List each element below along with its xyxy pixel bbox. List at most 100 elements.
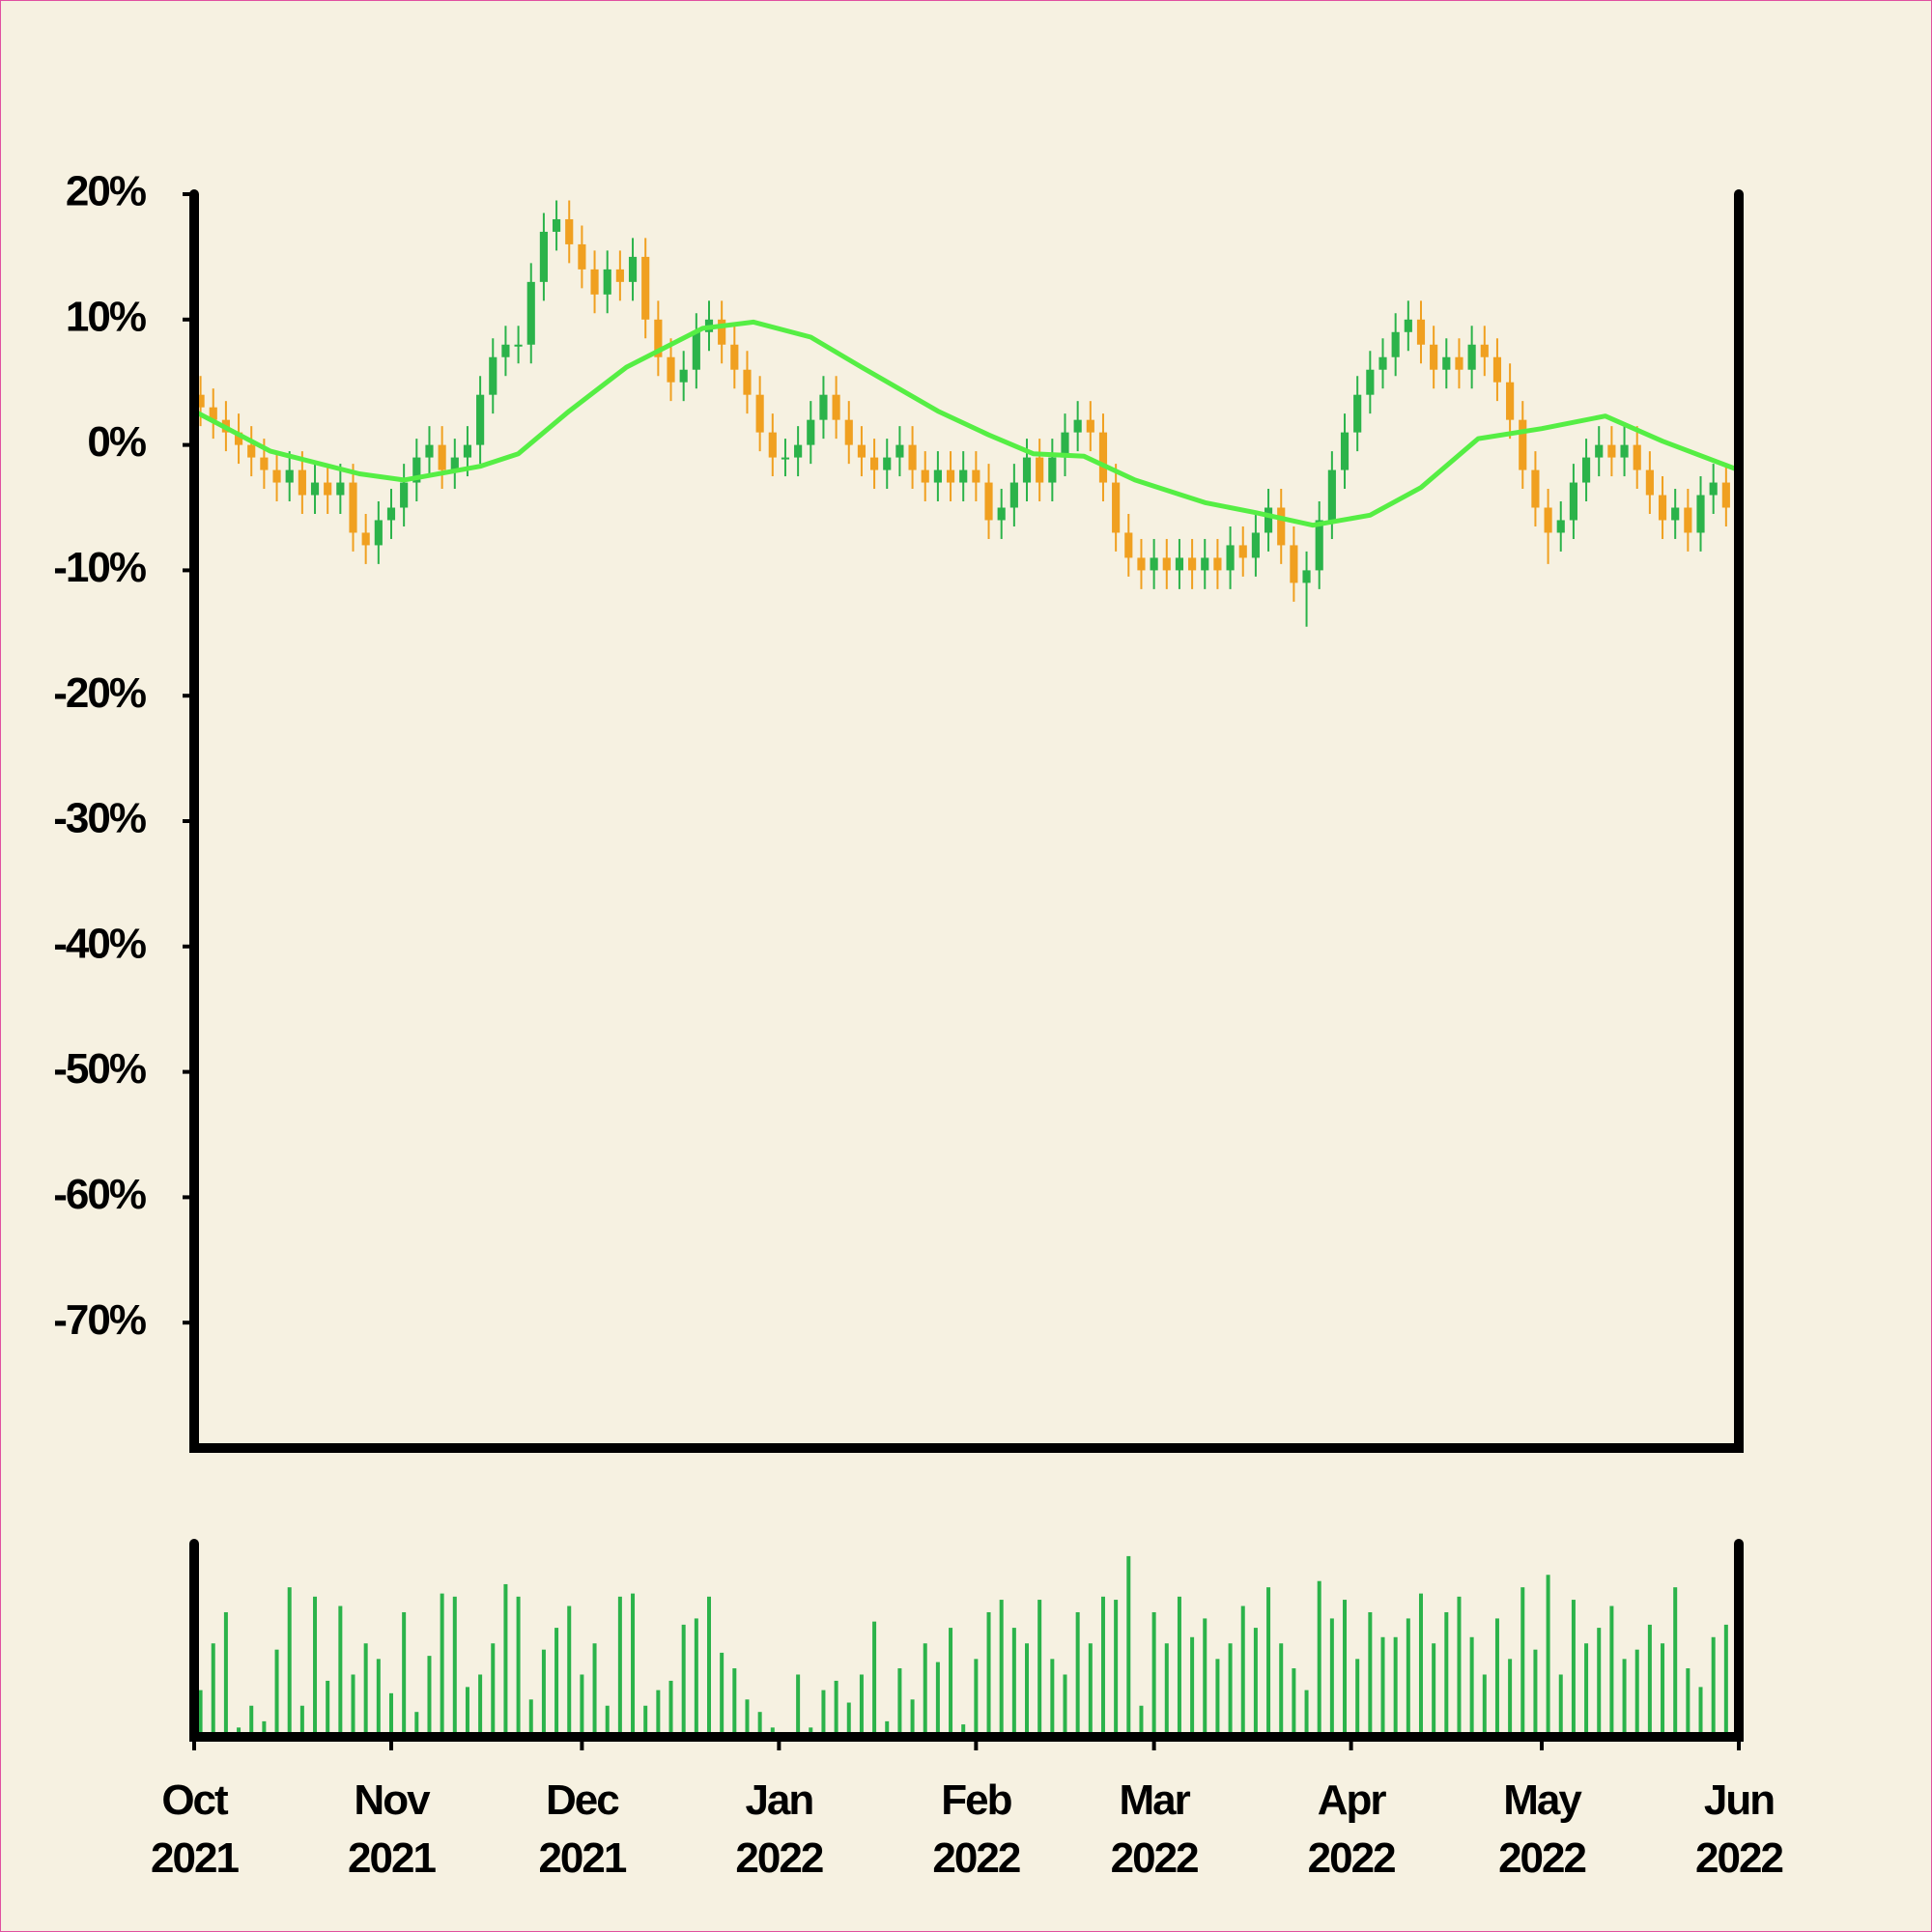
candle-body <box>1492 356 1502 383</box>
x-tick-label-line: Jan <box>745 1776 812 1824</box>
volume-bar <box>1304 1690 1309 1737</box>
volume-bar <box>1457 1596 1462 1737</box>
candle-body <box>1124 532 1133 558</box>
price-panel <box>192 200 1740 627</box>
candle-body <box>489 356 497 395</box>
volume-bar <box>720 1652 724 1737</box>
candle-body <box>361 532 370 546</box>
candle-body <box>667 356 675 383</box>
volume-bar <box>1584 1643 1589 1737</box>
volume-bar <box>1279 1643 1284 1737</box>
volume-bar <box>313 1596 318 1737</box>
x-tick-label-line: Dec <box>546 1776 619 1824</box>
volume-bar <box>1661 1643 1665 1737</box>
volume-bar <box>1317 1580 1321 1737</box>
volume-bar <box>885 1720 890 1737</box>
volume-bar <box>1698 1687 1703 1737</box>
volume-bar <box>834 1680 838 1737</box>
candle-body <box>844 419 853 445</box>
candle-body <box>1684 507 1692 533</box>
candle-body <box>247 444 256 458</box>
candle-body <box>1620 444 1629 458</box>
moving-average-line <box>192 319 1740 528</box>
candle-body <box>1544 507 1552 533</box>
volume-bar <box>1063 1674 1067 1737</box>
volume-bar <box>1025 1643 1030 1737</box>
candle-body <box>1112 482 1121 533</box>
candle-body <box>1302 570 1311 583</box>
candle-body <box>1188 557 1197 571</box>
volume-bar <box>516 1596 521 1737</box>
candle-body <box>819 394 828 420</box>
volume-bar <box>1406 1618 1410 1737</box>
candle-body <box>1671 507 1680 521</box>
candle-body <box>412 457 421 483</box>
volume-frame <box>189 1539 1744 1742</box>
volume-bar <box>592 1643 597 1737</box>
candle-body <box>946 469 955 483</box>
candle-body <box>1709 482 1718 496</box>
candle-body <box>692 331 700 370</box>
candle-body <box>552 218 561 232</box>
volume-bar <box>935 1662 940 1737</box>
volume-bar <box>1266 1587 1271 1737</box>
candle-body <box>1175 557 1184 571</box>
volume-bar <box>554 1628 559 1737</box>
volume-bar <box>478 1674 483 1737</box>
volume-bar <box>1571 1600 1576 1737</box>
candle-body <box>425 444 434 458</box>
x-tick-label: Oct 2021 <box>151 1776 239 1882</box>
candle-body <box>349 482 357 533</box>
candle-body <box>1442 356 1451 370</box>
volume-bar <box>503 1583 508 1737</box>
volume-bar <box>1609 1605 1614 1737</box>
candle-body <box>1633 444 1641 470</box>
candle-body <box>514 344 523 347</box>
volume-bar <box>402 1611 407 1737</box>
volume-bar <box>1050 1659 1055 1737</box>
volume-bar <box>1240 1605 1245 1737</box>
candle-body <box>285 469 294 483</box>
y-tick-label: -10% <box>53 544 146 591</box>
x-tick-label-line: Apr <box>1318 1776 1387 1824</box>
tick-labels: 20% 10% 0% -10% -20% -30% -40% -50% -60% -70% Oct 2… <box>53 168 1784 1882</box>
candle-body <box>1696 495 1705 533</box>
volume-bar <box>1418 1593 1423 1737</box>
volume-bar <box>1203 1618 1208 1737</box>
volume-bar <box>1215 1659 1220 1737</box>
volume-bar <box>949 1628 953 1737</box>
candle-body <box>730 344 739 370</box>
x-tick-label: Dec 2021 <box>538 1776 626 1882</box>
volume-bar <box>326 1680 330 1737</box>
volume-bar <box>1177 1596 1181 1737</box>
y-tick-label: 0% <box>87 418 145 466</box>
volume-bar <box>643 1705 648 1737</box>
volume-bar <box>1343 1600 1348 1737</box>
volume-bar <box>452 1596 457 1737</box>
x-tick-label-line: 2021 <box>348 1834 436 1882</box>
candle-body <box>1366 369 1375 395</box>
candle-body <box>1098 432 1108 483</box>
candle-body <box>959 469 968 483</box>
volume-bar <box>859 1674 864 1737</box>
candle-body <box>615 269 624 282</box>
volume-bar <box>376 1659 381 1737</box>
candle-body <box>400 482 409 508</box>
candle-body <box>526 281 535 345</box>
volume-bar <box>1329 1618 1334 1737</box>
volume-bar <box>897 1668 902 1737</box>
volume-bar <box>1011 1628 1016 1737</box>
volume-bar <box>745 1699 750 1737</box>
candle-body <box>336 482 345 496</box>
volume-bar <box>541 1649 546 1737</box>
volume-bar <box>1292 1668 1296 1737</box>
candle-body <box>743 369 752 395</box>
volume-bar <box>427 1656 432 1737</box>
candle-body <box>857 444 867 458</box>
candle-body <box>1416 319 1426 345</box>
x-tick-label-line: 2021 <box>538 1834 626 1882</box>
candle-body <box>1378 356 1387 370</box>
x-tick-label-line: 2022 <box>1695 1834 1782 1882</box>
x-tick-label: Jun 2022 <box>1695 1776 1782 1882</box>
